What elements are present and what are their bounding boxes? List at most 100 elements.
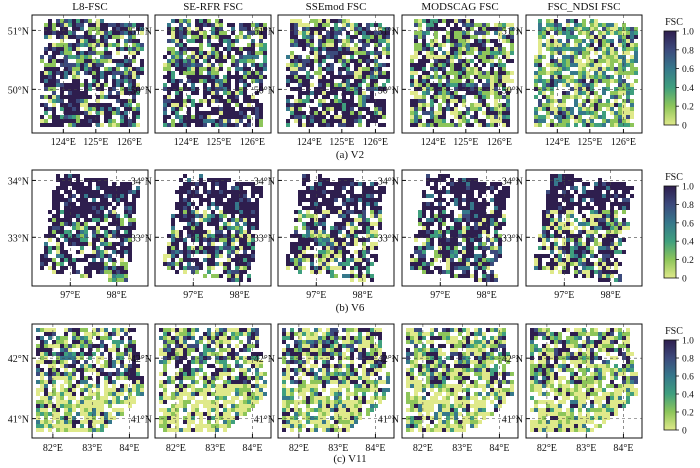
map-pixel	[558, 99, 562, 103]
map-pixel	[450, 119, 454, 123]
map-pixel	[478, 99, 482, 103]
map-pixel	[136, 194, 140, 198]
map-pixel	[558, 63, 562, 67]
map-pixel	[80, 344, 84, 348]
map-pixel	[546, 111, 550, 115]
map-pixel	[422, 59, 426, 63]
map-pixel	[426, 262, 430, 266]
map-pixel	[60, 210, 64, 214]
map-pixel	[92, 107, 96, 111]
map-pixel	[187, 250, 191, 254]
map-pixel	[354, 119, 358, 123]
map-pixel	[550, 79, 554, 83]
map-pixel	[314, 111, 318, 115]
map-pixel	[578, 83, 582, 87]
map-pixel	[550, 75, 554, 79]
map-pixel	[454, 103, 458, 107]
map-pixel	[570, 262, 574, 266]
map-pixel	[203, 214, 207, 218]
map-pixel	[302, 242, 306, 246]
map-pixel	[195, 111, 199, 115]
map-pixel	[554, 190, 558, 194]
map-pixel	[100, 107, 104, 111]
map-pixel	[366, 55, 370, 59]
map-pixel	[136, 39, 140, 43]
map-pixel	[96, 344, 100, 348]
map-pixel	[350, 35, 354, 39]
map-pixel	[426, 31, 430, 35]
map-pixel	[290, 19, 294, 23]
map-pixel	[247, 95, 251, 99]
map-pixel	[223, 186, 227, 190]
map-pixel	[84, 222, 88, 226]
map-pixel	[124, 91, 128, 95]
map-pixel	[231, 258, 235, 262]
map-pixel	[630, 103, 634, 107]
map-pixel	[538, 254, 542, 258]
map-pixel	[112, 43, 116, 47]
map-pixel	[263, 51, 267, 55]
map-pixel	[259, 79, 263, 83]
map-pixel	[362, 71, 366, 75]
map-pixel	[358, 87, 362, 91]
map-pixel	[434, 43, 438, 47]
map-pixel	[124, 328, 128, 332]
map-pixel	[195, 123, 199, 127]
map-pixel	[554, 222, 558, 226]
map-pixel	[442, 254, 446, 258]
map-pixel	[454, 19, 458, 23]
map-pixel	[235, 234, 239, 238]
map-pixel	[199, 31, 203, 35]
map-pixel	[44, 63, 48, 67]
map-pixel	[302, 27, 306, 31]
map-pixel	[203, 23, 207, 27]
map-pixel	[227, 262, 231, 266]
map-pixel	[606, 234, 610, 238]
map-pixel	[594, 115, 598, 119]
map-pixel	[56, 23, 60, 27]
map-pixel	[227, 230, 231, 234]
map-pixel	[550, 194, 554, 198]
map-pixel	[302, 250, 306, 254]
map-pixel	[44, 332, 48, 336]
map-pixel	[318, 39, 322, 43]
map-pixel	[502, 103, 506, 107]
map-pixel	[88, 107, 92, 111]
map-pixel	[354, 91, 358, 95]
map-pixel	[187, 262, 191, 266]
map-pixel	[346, 178, 350, 182]
map-pixel	[454, 123, 458, 127]
map-pixel	[306, 234, 310, 238]
map-pixel	[446, 39, 450, 43]
map-pixel	[586, 190, 590, 194]
map-pixel	[486, 107, 490, 111]
map-pixel	[490, 55, 494, 59]
map-pixel	[474, 43, 478, 47]
map-pixel	[362, 206, 366, 210]
map-pixel	[466, 254, 470, 258]
map-pixel	[306, 91, 310, 95]
map-pixel	[191, 51, 195, 55]
map-pixel	[554, 238, 558, 242]
map-pixel	[382, 83, 386, 87]
map-pixel	[554, 43, 558, 47]
map-pixel	[326, 234, 330, 238]
map-pixel	[442, 87, 446, 91]
map-pixel	[52, 123, 56, 127]
map-pixel	[128, 47, 132, 51]
map-pixel	[84, 111, 88, 115]
map-pixel	[243, 23, 247, 27]
map-pixel	[458, 266, 462, 270]
map-pixel	[610, 194, 614, 198]
map-pixel	[136, 87, 140, 91]
map-pixel	[338, 254, 342, 258]
map-pixel	[498, 210, 502, 214]
map-pixel	[414, 123, 418, 127]
map-pixel	[52, 262, 56, 266]
map-pixel	[302, 59, 306, 63]
map-pixel	[346, 222, 350, 226]
map-pixel	[235, 39, 239, 43]
map-pixel	[302, 246, 306, 250]
map-pixel	[128, 336, 132, 340]
map-pixel	[434, 23, 438, 27]
